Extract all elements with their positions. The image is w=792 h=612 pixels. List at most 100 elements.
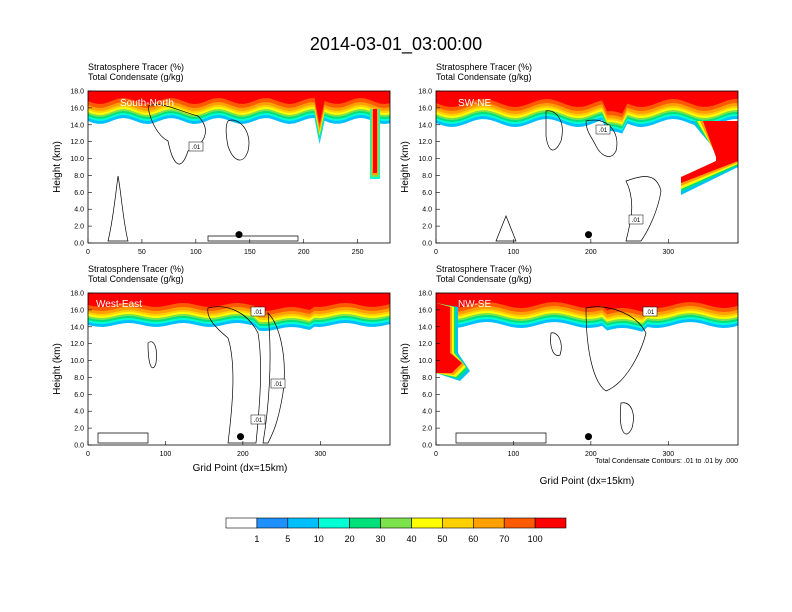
y-tick-label: 16.0 (70, 307, 84, 314)
colorbar-label: 5 (285, 534, 290, 544)
axes: 0 100 200 300 0.0 2.0 4.0 6.0 8.0 10.0 12.0 14.0 16.… (70, 291, 326, 459)
contour-label-box (642, 306, 658, 317)
condensate-contour (207, 235, 299, 242)
y-tick-label: 6.0 (422, 392, 432, 399)
y-tick-label: 8.0 (422, 375, 432, 382)
y-tick-label: 14.0 (418, 324, 432, 331)
x-tick-label: 300 (662, 451, 674, 458)
y-tick-label: 2.0 (422, 426, 432, 433)
y-axis-label: Height (km) (52, 343, 63, 395)
tracer-band (88, 91, 390, 128)
y-tick-label: 8.0 (422, 173, 432, 180)
colorbar-swatch (380, 517, 412, 529)
tracer-intrusion (373, 109, 377, 173)
condensate-contour (620, 402, 634, 435)
x-tick-label: 200 (585, 451, 597, 458)
location-marker (235, 231, 243, 239)
condensate-contours: .01 (455, 306, 658, 444)
condensate-contours: .01 .01 .01 (97, 306, 286, 444)
condensate-contour (107, 175, 129, 242)
x-tick-label: 150 (244, 249, 256, 256)
x-tick-label: 0 (434, 249, 438, 256)
y-tick-label: 8.0 (74, 173, 84, 180)
axes: 0 100 200 300 0.0 2.0 4.0 6.0 8.0 10.0 12.0 14.0 16.… (418, 89, 674, 257)
contour-label: .01 (192, 145, 201, 151)
y-tick-label: 14.0 (70, 122, 84, 129)
condensate-contour (147, 341, 157, 369)
location-marker (585, 231, 592, 239)
x-tick-label: 250 (352, 249, 364, 256)
x-tick-label: 50 (138, 249, 146, 256)
x-tick-label: 300 (662, 249, 674, 256)
contour-label-box (250, 414, 266, 425)
contour-label: .01 (599, 128, 608, 134)
y-tick-label: 18.0 (418, 291, 432, 298)
condensate-contour (147, 104, 206, 165)
tracer-intrusion (681, 121, 738, 183)
colorbar-swatch (411, 517, 443, 529)
y-tick-label: 18.0 (70, 291, 84, 298)
colorbar-label: 70 (499, 534, 509, 544)
y-tick-label: 10.0 (70, 358, 84, 365)
colorbar-swatch (225, 517, 258, 529)
y-tick-label: 8.0 (74, 375, 84, 382)
condensate-contour (97, 432, 149, 444)
location-marker (237, 433, 244, 441)
tracer-band (436, 91, 738, 114)
tracer-field (88, 91, 390, 179)
plot-frame (87, 90, 391, 244)
colorbar-label: 20 (345, 534, 355, 544)
condensate-contours: .01 .01 (495, 110, 662, 242)
contour-label: .01 (274, 382, 283, 388)
panel-label: South-North (120, 98, 174, 109)
x-axis-label: Grid Point (dx=15km) (193, 463, 288, 474)
condensate-contour (225, 119, 250, 161)
condensate-contour (455, 432, 547, 444)
colorbar-label: 100 (528, 534, 543, 544)
panel-label: West-East (96, 299, 142, 310)
y-axis-label: Height (km) (400, 343, 411, 395)
panel-title-line2: Total Condensate (g/kg) (88, 274, 184, 284)
y-tick-label: 14.0 (418, 122, 432, 129)
y-tick-label: 18.0 (70, 89, 84, 96)
panel-sw-ne: Stratosphere Tracer (%) Total Condensate… (400, 62, 739, 257)
plot-frame (435, 90, 739, 244)
y-tick-label: 10.0 (418, 156, 432, 163)
panel-south-north: Stratosphere Tracer (%) Total Condensate… (52, 62, 391, 256)
y-tick-label: 12.0 (418, 139, 432, 146)
y-tick-label: 14.0 (70, 324, 84, 331)
condensate-contour (585, 306, 647, 392)
y-tick-label: 18.0 (418, 89, 432, 96)
colorbar-label: 1 (254, 534, 259, 544)
contour-label-box (250, 306, 266, 317)
condensate-contour (545, 110, 563, 151)
y-tick-label: 2.0 (74, 426, 84, 433)
colorbar-swatch (472, 517, 505, 529)
axes: 0 100 200 300 0.0 2.0 4.0 6.0 8.0 10.0 12.0 14.0 16.… (418, 291, 674, 459)
y-tick-label: 0.0 (422, 241, 432, 248)
location-marker (585, 433, 592, 441)
contour-label: .01 (254, 310, 263, 316)
y-tick-label: 0.0 (74, 443, 84, 450)
x-tick-label: 100 (160, 451, 172, 458)
panel-nw-se: Stratosphere Tracer (%) Total Condensate… (400, 264, 739, 487)
panel-title-line1: Stratosphere Tracer (%) (436, 62, 532, 72)
plot-frame (87, 292, 391, 446)
tracer-intrusion (436, 303, 462, 373)
panel-title-line2: Total Condensate (g/kg) (436, 274, 532, 284)
contour-label: .01 (254, 418, 263, 424)
y-tick-label: 4.0 (422, 207, 432, 214)
x-tick-label: 300 (314, 451, 326, 458)
panel-title-line1: Stratosphere Tracer (%) (88, 264, 184, 274)
y-tick-label: 16.0 (70, 105, 84, 112)
y-tick-label: 6.0 (422, 190, 432, 197)
colorbar-swatch (318, 517, 350, 529)
y-tick-label: 6.0 (74, 190, 84, 197)
condensate-contours: .01 (107, 104, 299, 242)
y-tick-label: 0.0 (74, 241, 84, 248)
y-tick-label: 16.0 (418, 105, 432, 112)
panel-title-line2: Total Condensate (g/kg) (436, 72, 532, 82)
tracer-band (88, 293, 390, 311)
y-tick-label: 10.0 (70, 156, 84, 163)
